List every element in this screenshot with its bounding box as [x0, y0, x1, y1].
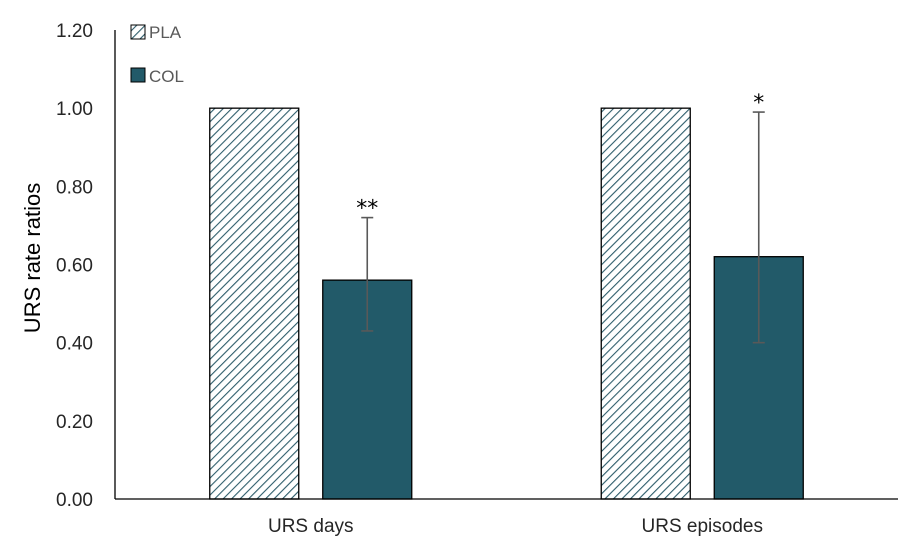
significance-marker-1: * — [753, 91, 764, 116]
y-tick-label: 1.20 — [56, 21, 93, 42]
y-tick-label: 0.20 — [56, 412, 93, 433]
bars — [210, 108, 804, 499]
x-category-label: URS days — [268, 516, 354, 537]
y-axis-ticks: 0.00 0.20 0.40 0.60 0.80 1.00 1.20 — [56, 21, 93, 511]
y-tick-label: 0.80 — [56, 177, 93, 198]
significance-marker-0: ** — [356, 197, 378, 222]
legend: PLA COL — [131, 23, 184, 86]
legend-label-pla: PLA — [149, 23, 182, 42]
legend-swatch-pla — [131, 25, 145, 39]
error-bars — [361, 112, 765, 343]
y-tick-label: 0.60 — [56, 256, 93, 277]
significance-markers: *** — [356, 91, 764, 222]
y-axis-label: URS rate ratios — [20, 183, 45, 333]
y-tick-label: 0.00 — [56, 490, 93, 511]
bar-pla-1 — [601, 108, 690, 499]
bar-pla-0 — [210, 108, 299, 499]
y-tick-label: 0.40 — [56, 334, 93, 355]
legend-swatch-col — [131, 68, 145, 82]
y-tick-label: 1.00 — [56, 99, 93, 120]
x-axis-categories: URS days URS episodes — [268, 516, 763, 537]
legend-label-col: COL — [149, 67, 184, 86]
x-category-label: URS episodes — [642, 516, 763, 537]
